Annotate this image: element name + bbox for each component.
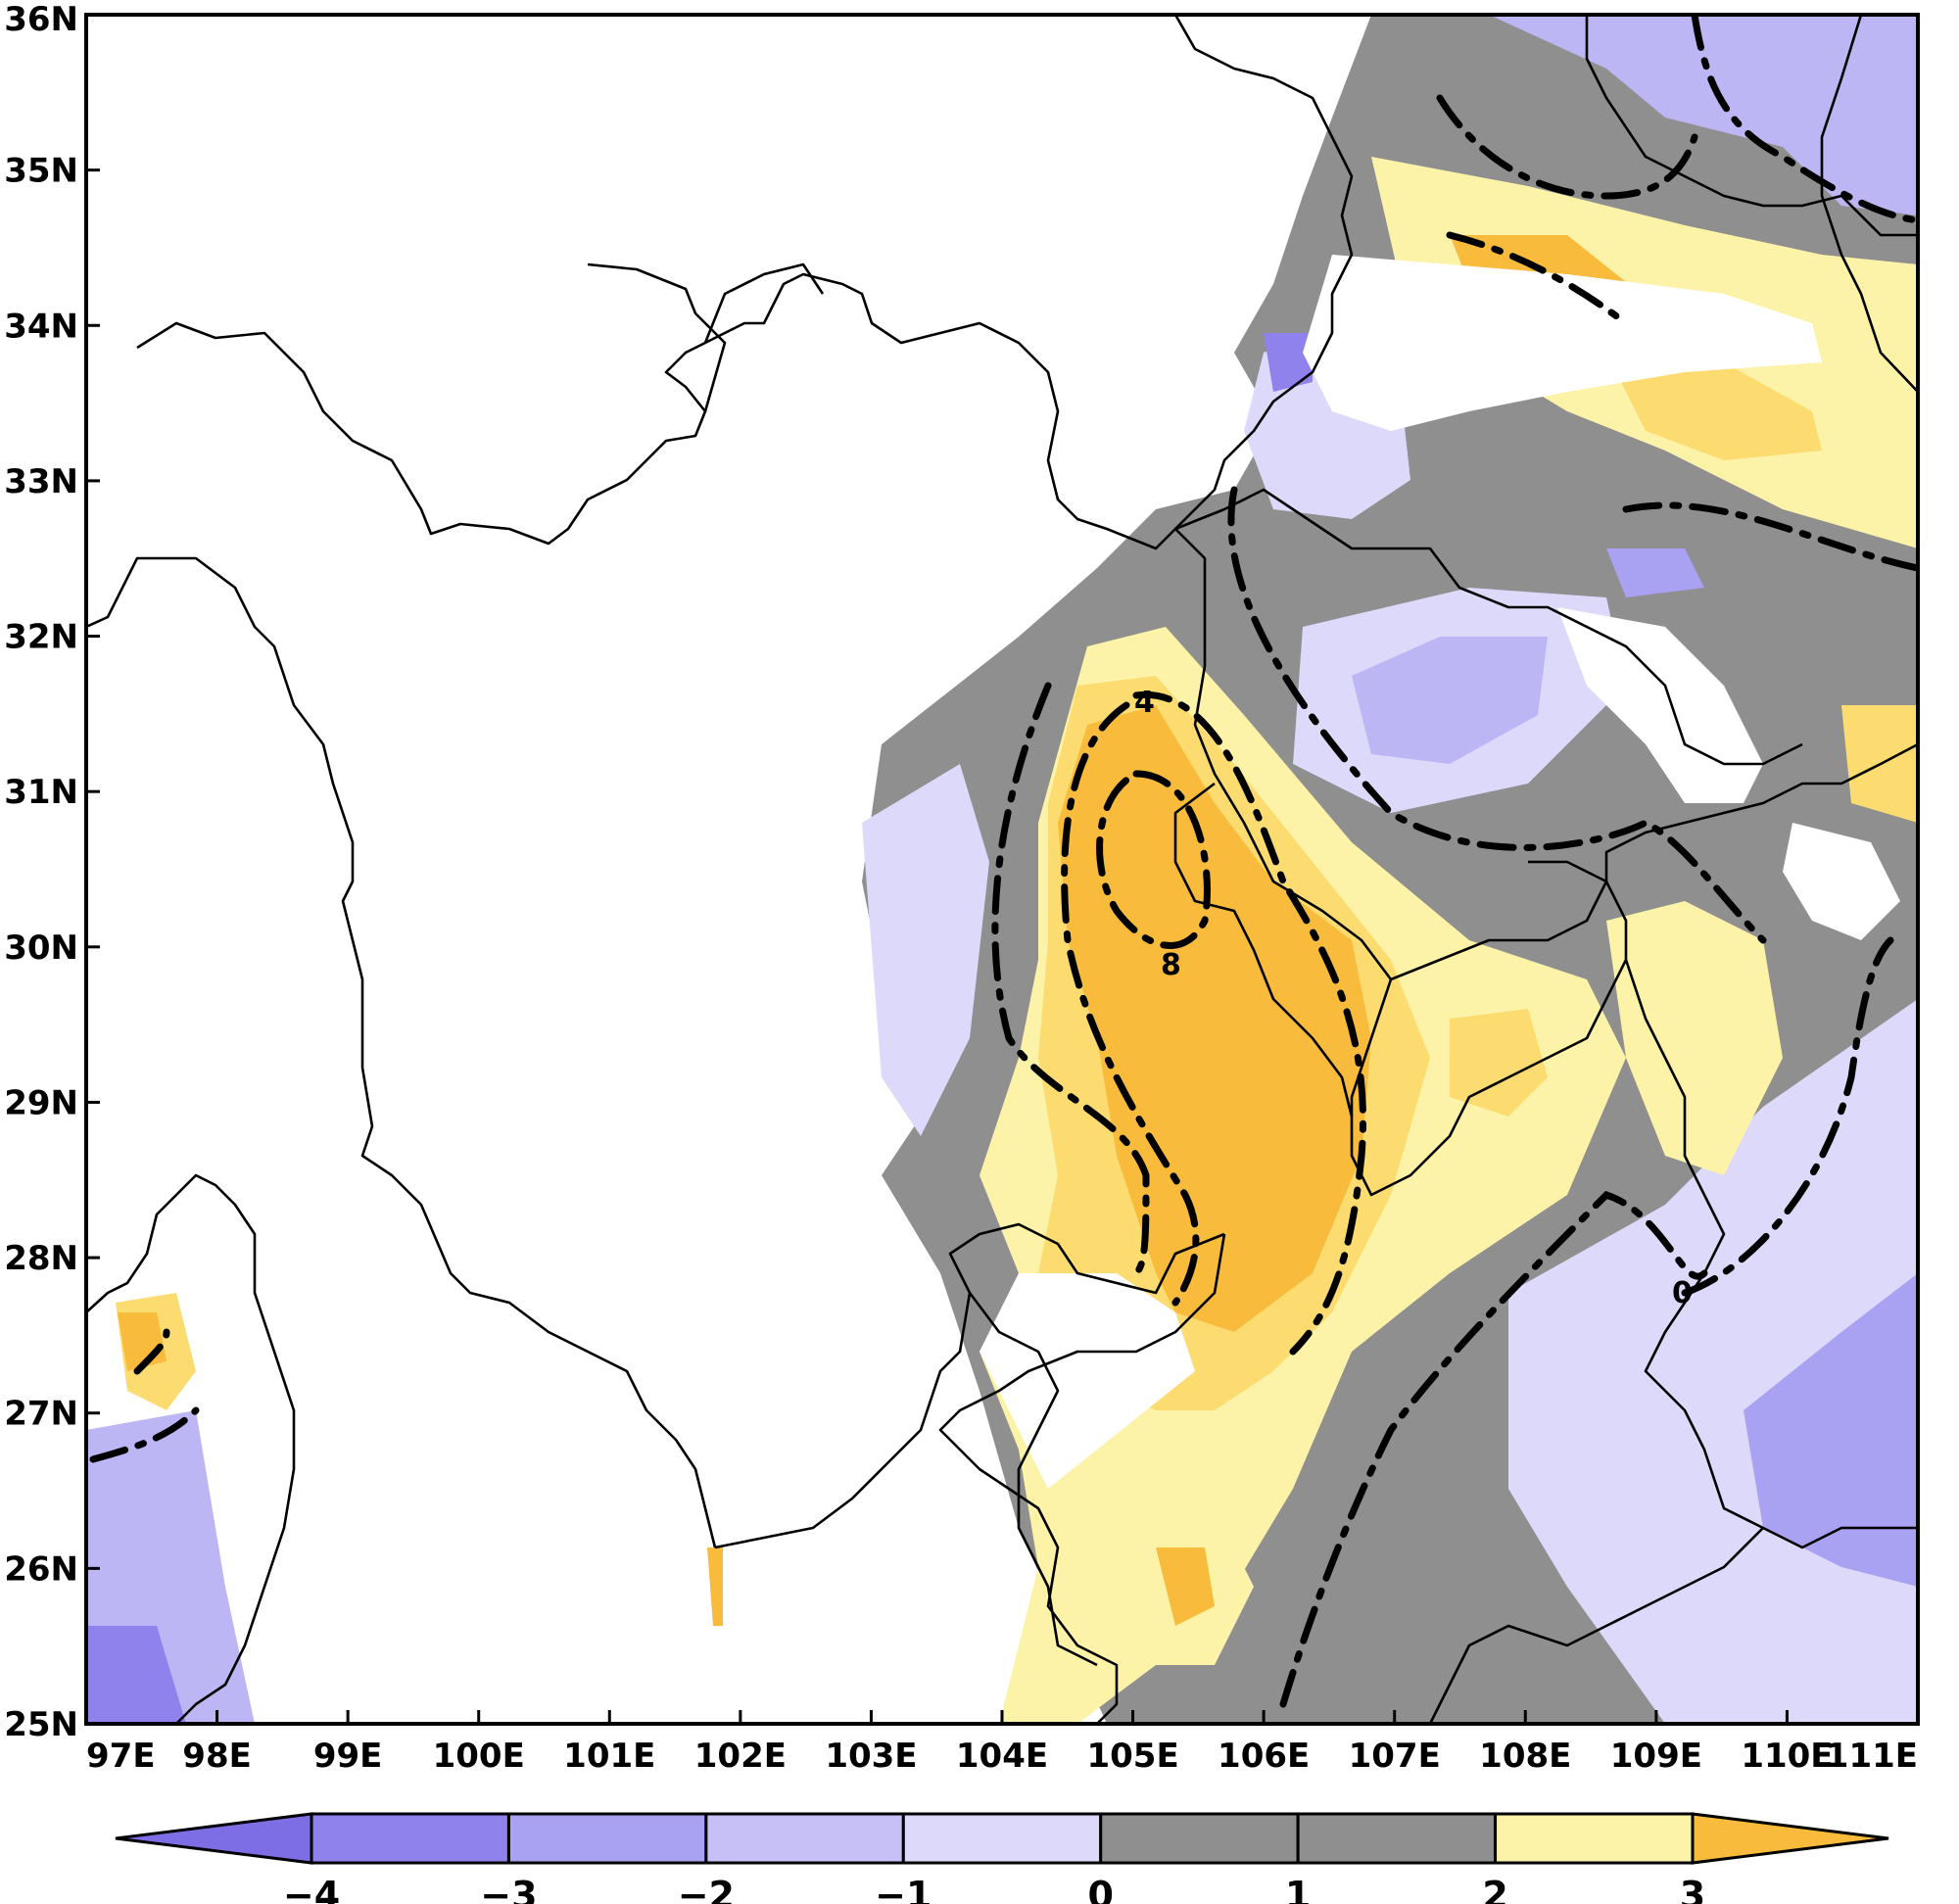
lon-tick-label: 106E: [1218, 1737, 1310, 1776]
border-shaanxi-north: [1174, 488, 1803, 766]
lat-tick-label: 30N: [4, 928, 78, 968]
contour-label-8: 8: [1161, 948, 1181, 982]
positive-anomaly-south-core: [1156, 1547, 1215, 1626]
contour-line-0-west: [991, 682, 1150, 1277]
border-henan: [1585, 15, 1918, 237]
lat-tick-label: 29N: [4, 1083, 78, 1122]
colorbar: −4 −3 −2 −1 0 1 2 3: [115, 1812, 1889, 1904]
colorbar-box: [1099, 1812, 1300, 1865]
lon-tick-label: 101E: [563, 1737, 655, 1776]
contour-line-4: [1132, 691, 1367, 1356]
positive-anomaly-east-spot: [1450, 1009, 1548, 1117]
colorbar-tick-label: 2: [1482, 1874, 1507, 1904]
positive-anomaly-small-spot: [707, 1547, 723, 1626]
lat-tick-label: 27N: [4, 1395, 78, 1434]
lat-tick-label: 35N: [4, 152, 78, 191]
missing-data-center-east: [1557, 607, 1763, 803]
lon-tick-label: 105E: [1086, 1737, 1178, 1776]
colorbar-box: [1296, 1812, 1498, 1865]
contour-line-north-band: [1446, 231, 1630, 327]
lat-tick-label: 33N: [4, 462, 78, 501]
missing-data-north: [1303, 255, 1822, 431]
lon-tick-label: 108E: [1479, 1737, 1571, 1776]
negative-anomaly-north-core: [1264, 333, 1313, 392]
positive-anomaly-northeast-core: [1616, 362, 1822, 460]
lat-tick-label: 28N: [4, 1239, 78, 1278]
contour-line-northeast: [1622, 501, 1918, 572]
border-chongqing-west: [1173, 782, 1354, 1118]
lon-tick-label: 99E: [313, 1737, 383, 1776]
colorbar-tick-label: 1: [1285, 1874, 1311, 1904]
contour-label-0: 0: [1672, 1276, 1693, 1310]
contour-label-4: 4: [1134, 686, 1155, 720]
colorbar-box: [310, 1812, 510, 1865]
latitude-axis: 25N 26N 27N 28N 29N 30N 31N 32N 33N 34N 35N 36N: [4, 0, 100, 1744]
contour-line-4-west: [1061, 701, 1200, 1307]
lat-tick-label: 26N: [4, 1549, 78, 1589]
lon-tick-label: 110E: [1741, 1737, 1833, 1776]
colorbar-upper-triangle: [1691, 1812, 1889, 1865]
colorbar-tick-label: −1: [875, 1874, 932, 1904]
border-hunan: [1624, 959, 1918, 1549]
border-yunnan-west: [86, 1173, 296, 1724]
border-sichuan-west: [136, 272, 1176, 550]
border-yunnan-east: [968, 1292, 1098, 1667]
contour-line-west-2: [133, 1328, 170, 1375]
negative-anomaly-southeast-core: [1744, 1273, 1918, 1587]
negative-anomaly-small-spot: [1606, 548, 1704, 597]
missing-data-east: [1783, 823, 1900, 940]
lon-tick-label: 97E: [86, 1737, 156, 1776]
border-sichuan-north-spur: [587, 262, 727, 412]
lat-tick-label: 32N: [4, 618, 78, 657]
contour-line-north-right: [1691, 15, 1918, 224]
negative-anomaly-west-center: [862, 764, 989, 1136]
lon-tick-label: 103E: [825, 1737, 917, 1776]
negative-anomaly-southwest-core: [86, 1626, 186, 1724]
lon-tick-label: 102E: [694, 1737, 787, 1776]
contour-line-0-east: [1681, 936, 1894, 1297]
colorbar-tick-label: −4: [283, 1874, 340, 1904]
border-east-hubei: [1390, 742, 1918, 981]
lat-tick-label: 31N: [4, 773, 78, 812]
positive-anomaly-main-core: [1058, 705, 1371, 1332]
colorbar-box: [506, 1812, 708, 1865]
colorbar-box: [704, 1812, 905, 1865]
lat-tick-label: 36N: [4, 0, 78, 39]
lon-tick-label: 100E: [433, 1737, 525, 1776]
border-chongqing: [1174, 528, 1628, 1197]
border-shaanxi-west: [1173, 15, 1354, 530]
contour-line-west: [89, 1406, 200, 1463]
negative-anomaly-northeast: [1489, 15, 1918, 215]
lon-tick-label: 107E: [1349, 1737, 1441, 1776]
lon-tick-label: 98E: [182, 1737, 252, 1776]
lat-tick-label: 25N: [4, 1705, 78, 1744]
border-northwest: [86, 556, 717, 1548]
border-east-edge: [1820, 15, 1918, 393]
border-guizhou: [938, 1233, 1226, 1724]
lat-tick-label: 34N: [4, 307, 78, 346]
colorbar-box: [1494, 1812, 1695, 1865]
missing-data-south: [980, 1273, 1195, 1489]
colorbar-tick-label: 3: [1680, 1874, 1705, 1904]
colorbar-tick-label: −2: [678, 1874, 735, 1904]
colorbar-tick-label: −3: [480, 1874, 537, 1904]
border-sichuan-south: [714, 1222, 1225, 1549]
contour-line-north-top: [1436, 94, 1698, 200]
contour-line-8: [1096, 770, 1211, 949]
colorbar-tick-label: 0: [1087, 1874, 1113, 1904]
negative-anomaly-center-core: [1352, 637, 1548, 764]
lon-tick-label: 111E: [1826, 1737, 1918, 1776]
lon-tick-label: 109E: [1610, 1737, 1702, 1776]
border-sichuan-north-2: [703, 262, 825, 344]
colorbar-box: [901, 1812, 1103, 1865]
contour-line-0-north: [1227, 486, 1767, 944]
border-guangxi: [1428, 1527, 1764, 1724]
longitude-axis: 97E 98E 99E 100E 101E 102E 103E 104E 105E 106E 107…: [84, 1710, 1920, 1776]
map-field: [86, 15, 1918, 1724]
contour-line-0-south: [1279, 1190, 1708, 1708]
lon-tick-label: 104E: [956, 1737, 1048, 1776]
colorbar-lower-triangle: [115, 1812, 313, 1865]
positive-anomaly-east: [1606, 901, 1783, 1175]
